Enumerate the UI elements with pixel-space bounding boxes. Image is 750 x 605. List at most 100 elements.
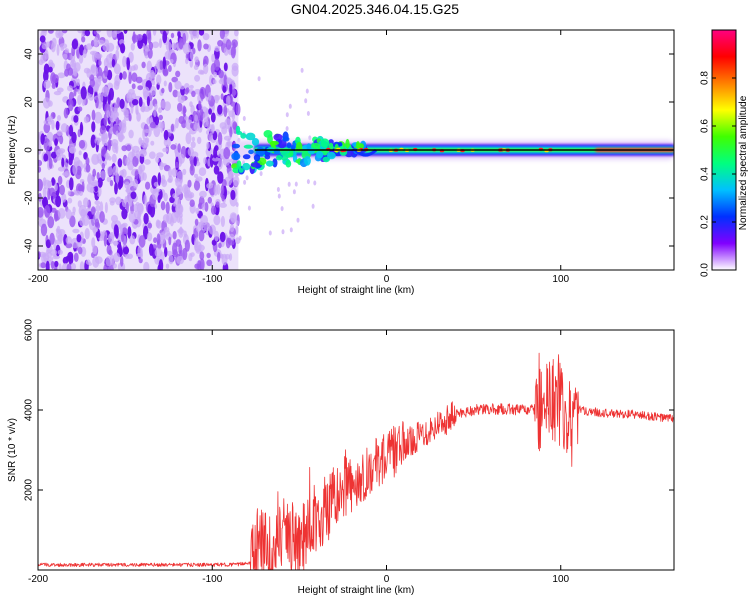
noise-speckle (140, 142, 149, 149)
noise-speckle (231, 62, 239, 71)
noise-speckle (208, 108, 213, 115)
noise-speckle (80, 86, 87, 100)
noise-speckle (221, 194, 225, 202)
noise-speckle (57, 72, 66, 79)
noise-speckle (72, 228, 80, 234)
noise-speckle (79, 121, 83, 136)
noise-speckle (102, 43, 110, 52)
noise-speckle (168, 254, 174, 265)
noise-speckle (185, 58, 189, 65)
noise-speckle (54, 138, 58, 146)
noise-speckle (111, 214, 118, 223)
noise-speckle (177, 95, 185, 104)
noise-speckle (122, 71, 127, 80)
noise-speckle (204, 201, 209, 212)
noise-speckle (39, 35, 46, 43)
noise-speckle (56, 87, 64, 93)
noise-speckle (170, 32, 175, 39)
noise-speckle (59, 184, 65, 196)
noise-speckle (206, 182, 214, 189)
noise-speckle (38, 178, 43, 192)
noise-speckle (126, 144, 132, 152)
noise-speckle (191, 136, 195, 142)
noise-speckle (169, 196, 175, 204)
noise-speckle (160, 121, 165, 129)
noise-speckle (158, 107, 163, 114)
noise-speckle (48, 187, 56, 197)
noise-speckle (156, 233, 161, 245)
noise-speckle (218, 242, 222, 249)
carrier-blob (356, 141, 360, 150)
noise-speckle (38, 192, 42, 202)
noise-speckle (156, 74, 162, 85)
noise-speckle (99, 211, 105, 223)
carrier-blob (264, 154, 271, 160)
noise-speckle (66, 263, 72, 270)
carrier-blob (273, 133, 283, 141)
noise-speckle (116, 45, 120, 50)
carrier-blob (235, 125, 241, 134)
noise-speckle (74, 190, 81, 196)
carrier-blob (295, 142, 303, 152)
noise-speckle (178, 37, 184, 50)
colorbar-gradient (712, 30, 736, 270)
sparse-speckle (280, 206, 284, 212)
noise-speckle (99, 201, 104, 214)
carrier-blob (248, 149, 254, 155)
noise-speckle (228, 110, 235, 118)
noise-speckle (175, 186, 181, 196)
noise-speckle (172, 230, 177, 240)
noise-speckle (211, 53, 216, 63)
noise-speckle (137, 165, 143, 175)
noise-speckle (69, 177, 74, 191)
noise-speckle (54, 183, 58, 192)
noise-speckle (135, 109, 139, 115)
noise-speckle (90, 65, 99, 77)
noise-speckle (73, 252, 79, 262)
noise-speckle (124, 253, 130, 259)
noise-speckle (119, 72, 123, 80)
noise-speckle (214, 230, 219, 242)
noise-speckle (89, 78, 96, 88)
noise-speckle (46, 252, 53, 258)
noise-speckle (213, 165, 220, 175)
noise-speckle (96, 138, 100, 146)
noise-speckle (182, 42, 191, 55)
noise-speckle (177, 31, 181, 38)
noise-speckle (207, 196, 212, 204)
colorbar-frame (711, 29, 737, 271)
noise-speckle (199, 108, 204, 122)
noise-speckle (84, 228, 90, 240)
noise-speckle (165, 41, 172, 52)
noise-speckle (228, 240, 235, 246)
noise-speckle (158, 114, 163, 121)
noise-speckle (64, 170, 71, 178)
noise-speckle (73, 88, 77, 97)
sparse-speckle (242, 116, 246, 121)
snr-x-label: Height of straight line (km) (298, 585, 415, 596)
noise-speckle (213, 184, 218, 196)
noise-speckle (103, 263, 109, 270)
noise-speckle (162, 69, 169, 77)
carrier-blob (245, 132, 256, 141)
noise-speckle (225, 39, 232, 50)
noise-speckle (221, 126, 228, 135)
sparse-speckle (268, 230, 272, 236)
noise-speckle (67, 251, 74, 261)
carrier-blob (242, 162, 251, 171)
noise-speckle (104, 65, 109, 78)
noise-speckle (229, 126, 233, 138)
noise-speckle (151, 79, 156, 86)
spectrogram-x-label: Height of straight line (km) (298, 285, 415, 296)
noise-speckle (149, 121, 157, 129)
noise-speckle (132, 99, 139, 106)
noise-speckle (198, 167, 207, 177)
noise-speckle (78, 139, 86, 149)
noise-speckle (104, 202, 108, 214)
noise-speckle (128, 113, 132, 122)
noise-speckle (81, 36, 86, 43)
noise-speckle (174, 211, 180, 219)
noise-speckle (114, 74, 121, 87)
noise-speckle (93, 37, 99, 48)
noise-speckle (149, 69, 155, 79)
